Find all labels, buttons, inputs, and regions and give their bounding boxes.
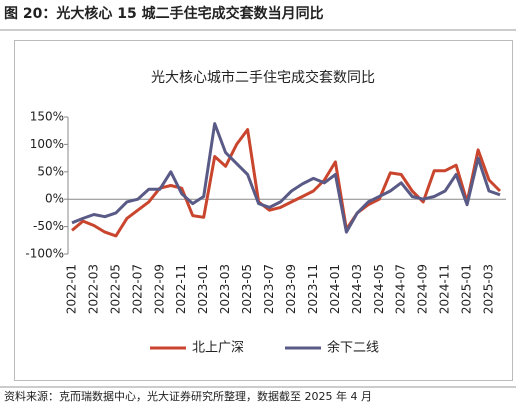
y-tick-label: 100% xyxy=(30,137,64,151)
x-tick-label: 2024-07 xyxy=(394,264,408,314)
x-tick-label: 2023-07 xyxy=(262,264,276,314)
x-tick-label: 2024-01 xyxy=(328,264,342,314)
x-tick-label: 2025-03 xyxy=(482,264,496,314)
x-tick-label: 2023-09 xyxy=(284,264,298,314)
x-tick-label: 2022-11 xyxy=(174,264,188,314)
x-tick-label: 2022-07 xyxy=(130,264,144,314)
x-tick-label: 2022-09 xyxy=(152,264,166,314)
legend-label: 北上广深 xyxy=(192,341,244,356)
x-tick-label: 2023-03 xyxy=(218,264,232,314)
chart-title: 光大核心城市二手住宅成交套数同比 xyxy=(151,69,375,86)
source-note: 资料来源：克而瑞数据中心，光大证券研究所整理，数据截至 2025 年 4 月 xyxy=(4,389,372,403)
y-tick-label: 50% xyxy=(37,164,64,178)
legend-label: 余下二线 xyxy=(327,340,379,356)
y-tick-label: -50% xyxy=(33,219,64,233)
y-tick-label: -100% xyxy=(25,247,64,261)
x-tick-label: 2024-09 xyxy=(416,264,430,314)
x-tick-label: 2022-03 xyxy=(86,264,100,314)
x-tick-label: 2023-05 xyxy=(240,264,254,314)
figure-title: 图 20：光大核心 15 城二手住宅成交套数当月同比 xyxy=(4,5,324,22)
series-line xyxy=(71,128,502,238)
series-line xyxy=(71,122,501,234)
x-tick-label: 2024-05 xyxy=(372,264,386,314)
chart-border xyxy=(14,40,513,381)
x-tick-label: 2024-11 xyxy=(438,264,452,314)
y-tick-label: 150% xyxy=(30,110,64,124)
x-tick-label: 2025-01 xyxy=(460,264,474,314)
x-tick-label: 2024-03 xyxy=(350,264,364,314)
x-tick-label: 2022-05 xyxy=(108,264,122,314)
y-tick-label: 0% xyxy=(45,192,64,206)
x-tick-label: 2023-11 xyxy=(306,264,320,314)
x-tick-label: 2022-01 xyxy=(65,264,79,314)
x-tick-label: 2023-01 xyxy=(196,264,210,314)
